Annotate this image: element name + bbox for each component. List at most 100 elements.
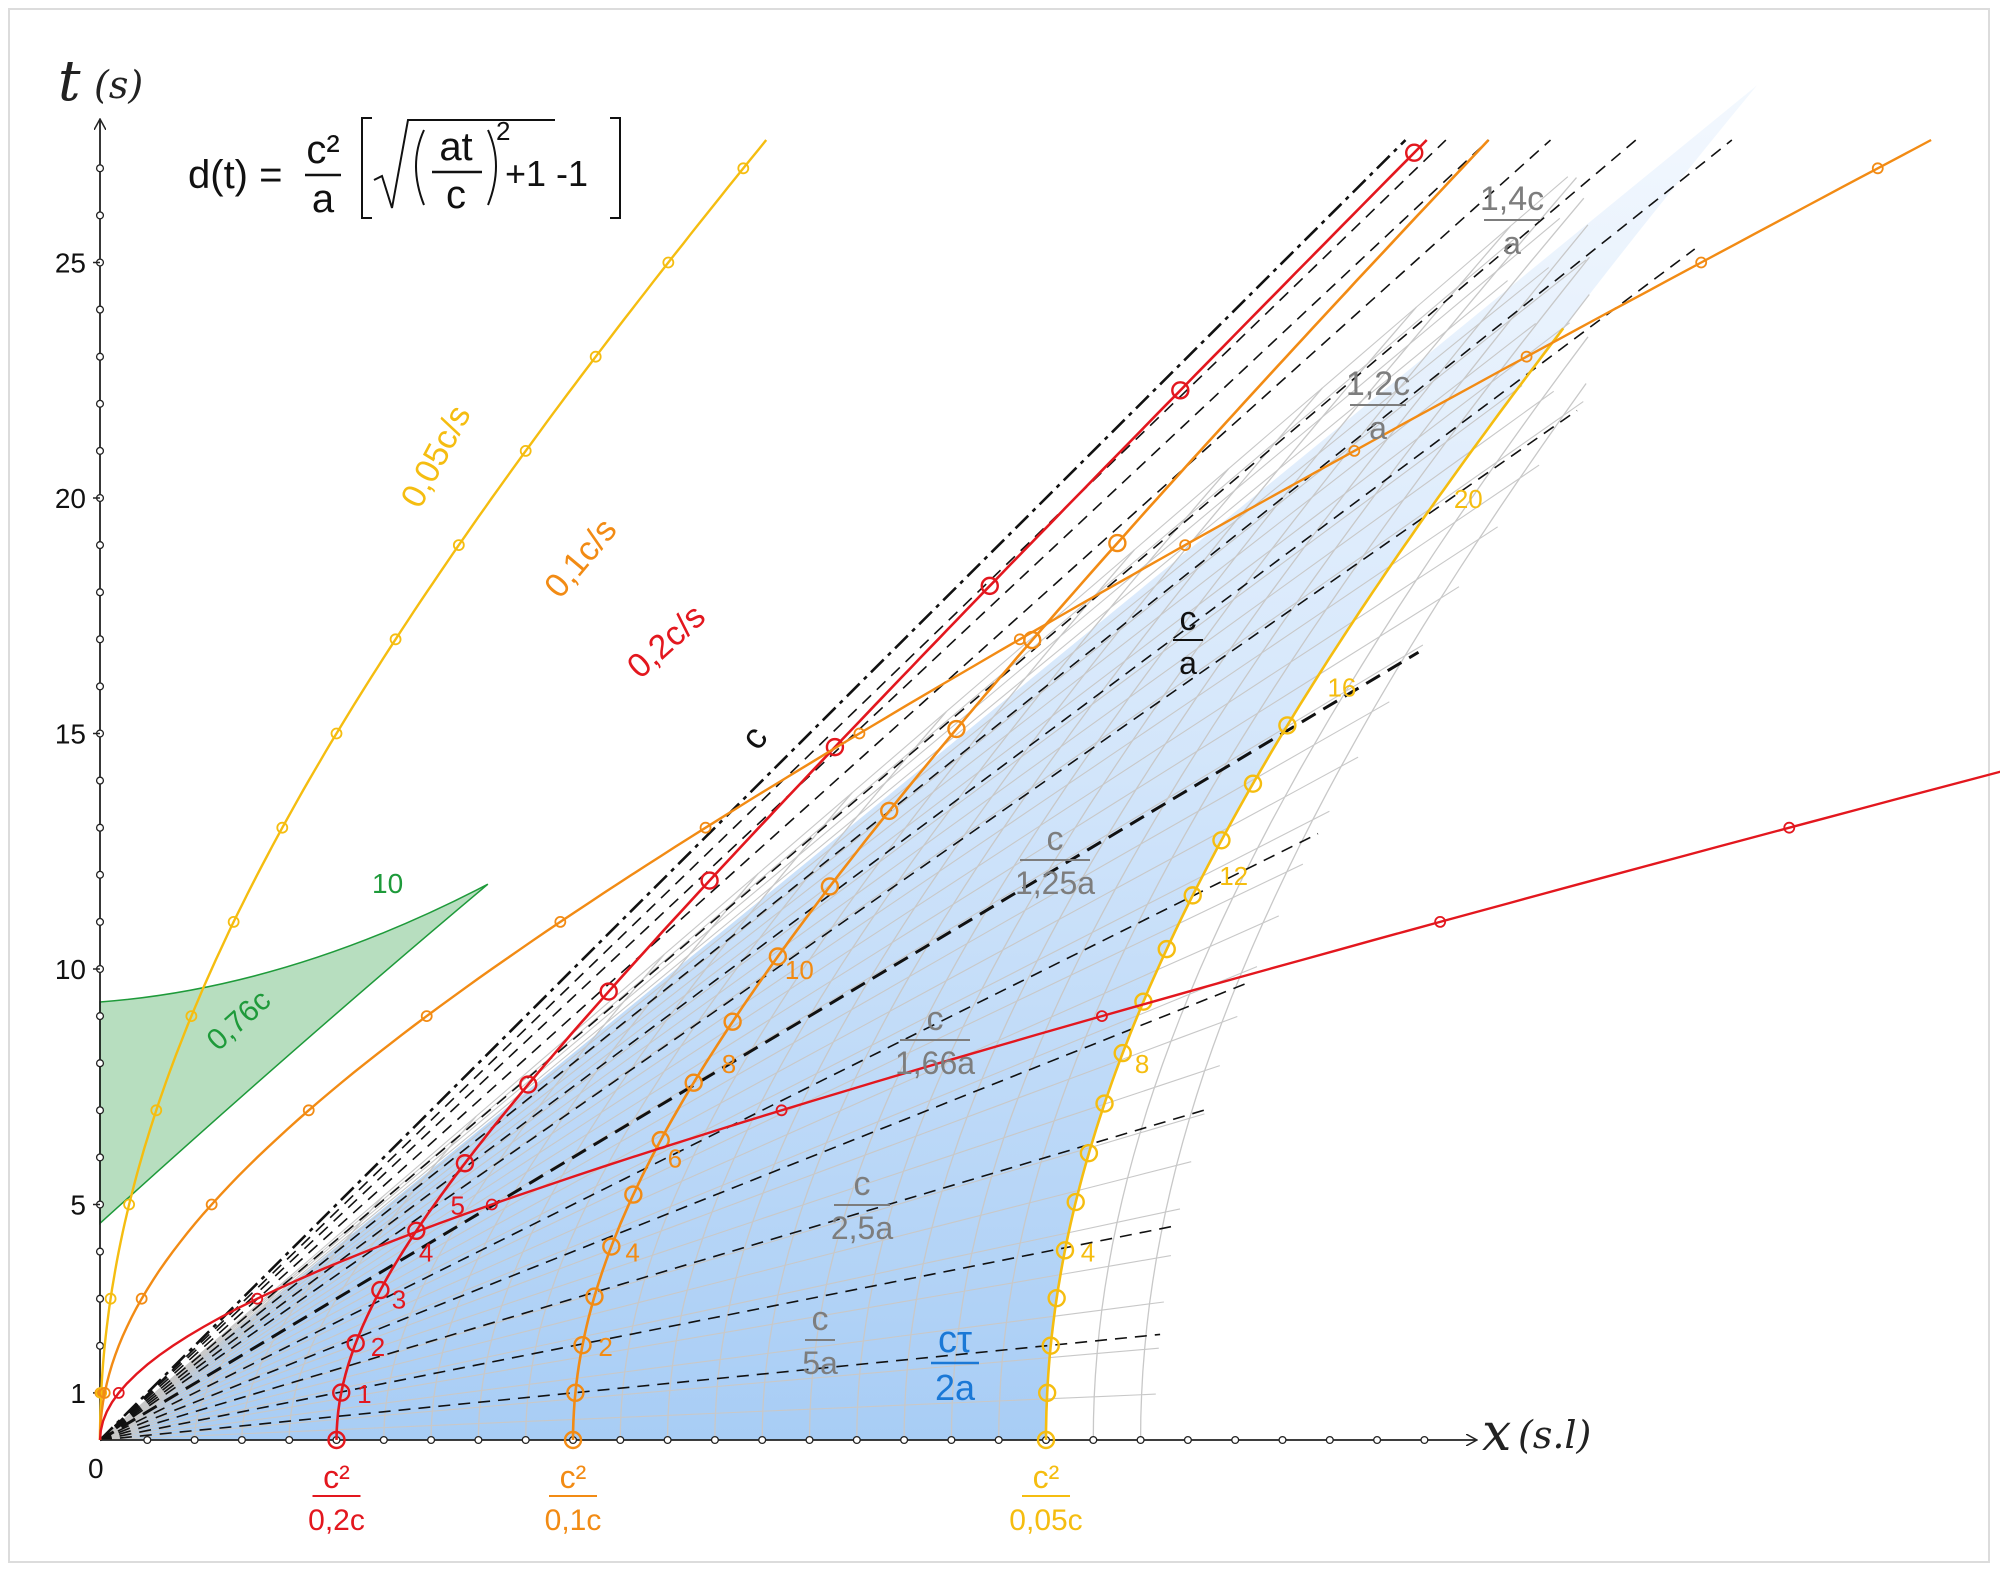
distance-marker <box>452 539 465 551</box>
proper-time-marker <box>1066 1192 1085 1212</box>
x-axis-tick <box>1136 1435 1145 1445</box>
marker-label: 8 <box>1135 1049 1149 1079</box>
bottom-label-numerator: c² <box>323 1459 350 1495</box>
worldline-yellow <box>1044 327 1565 1440</box>
proper-time-marker <box>1108 533 1127 553</box>
dashed-slope-line <box>99 248 1696 1441</box>
grid-hyperbola <box>998 256 1591 1441</box>
t-axis-tick <box>95 635 105 644</box>
proper-time-marker <box>332 1383 351 1402</box>
grid-ray <box>99 526 1499 1441</box>
formula-inner-numerator: at <box>439 125 472 169</box>
proper-time-marker <box>1037 1383 1057 1403</box>
slope-label-numerator: c <box>854 1165 871 1203</box>
formula-left-paren <box>415 129 425 206</box>
acceleration-label: 0,1c/s <box>537 511 624 605</box>
formula-sqrt-sign <box>373 119 555 209</box>
formula: d(t) = c² a at c 2 +1 -1 <box>188 116 621 221</box>
distance-marker <box>95 1387 108 1399</box>
t-axis-tick <box>95 1106 105 1115</box>
t-tick-label: 10 <box>55 954 86 985</box>
proper-time-marker <box>599 982 618 1001</box>
x-axis-tick <box>852 1435 861 1445</box>
distance-marker <box>302 1104 315 1117</box>
dashed-slope-line <box>99 832 1319 1441</box>
distance-marker <box>251 1292 264 1305</box>
x-axis-tick <box>1183 1435 1192 1445</box>
proper-time-marker <box>1157 939 1176 959</box>
proper-time-marker <box>1171 381 1190 400</box>
t-tick-label: 20 <box>55 483 86 514</box>
marker-label: 4 <box>1081 1238 1095 1268</box>
proper-time-marker <box>346 1334 365 1353</box>
bottom-label-denominator: 0,1c <box>545 1504 602 1537</box>
proper-time-marker <box>947 719 966 739</box>
x-axis-tick <box>1325 1435 1334 1445</box>
proper-time-marker <box>519 1075 538 1094</box>
x-axis-tick <box>1373 1435 1382 1445</box>
bottom-label-denominator: 0,05c <box>1009 1504 1082 1537</box>
t-tick-label: 25 <box>55 248 86 279</box>
t-tick-label: 15 <box>55 719 86 750</box>
grid-ray <box>99 322 1537 1441</box>
proper-time-marker <box>1212 831 1231 850</box>
x-axis-tick <box>190 1435 199 1445</box>
light-line <box>99 139 1407 1441</box>
proper-time-marker <box>1278 716 1297 735</box>
dashed-slope-line <box>99 409 1578 1441</box>
marker-label: 16 <box>1327 672 1356 702</box>
distance-marker <box>1348 444 1361 457</box>
distance-marker <box>150 1104 163 1117</box>
t-axis-tick <box>95 541 105 550</box>
proper-time-marker <box>980 576 999 596</box>
grid-ray <box>99 464 1540 1441</box>
formula-fraction-numerator: c² <box>306 128 339 172</box>
distance-marker <box>554 916 567 928</box>
distance-marker <box>1179 539 1192 551</box>
dashed-slope-line <box>99 1333 1161 1441</box>
proper-time-marker <box>1036 1430 1056 1450</box>
slope-label-denominator: 1,25a <box>1015 865 1095 901</box>
proper-time-marker <box>768 947 788 966</box>
t-axis-tick <box>95 682 105 691</box>
proper-time-marker <box>566 1383 585 1403</box>
t-axis-tick <box>95 1153 105 1162</box>
marker-label: 10 <box>785 955 814 985</box>
proper-time-marker <box>585 1287 604 1306</box>
proper-time-marker <box>1041 1336 1060 1355</box>
slope-label-numerator: 1,4c <box>1480 180 1544 218</box>
grid-ray <box>99 701 1390 1441</box>
proper-time-marker <box>1113 1043 1132 1063</box>
proper-time-marker <box>1079 1143 1099 1163</box>
grid-hyperbola <box>1139 383 1587 1441</box>
slope-label-numerator: 1,2c <box>1346 365 1410 403</box>
x-axis-tick <box>710 1435 719 1445</box>
x-axis-tick <box>616 1435 625 1445</box>
slope-label-denominator: 5a <box>802 1345 838 1381</box>
grid-ray <box>99 756 1359 1441</box>
proper-time-marker <box>1243 774 1263 793</box>
distance-marker <box>330 727 343 740</box>
marker-label: 20 <box>1454 484 1483 514</box>
dashed-slope-line <box>99 1224 1177 1441</box>
distance-marker <box>589 350 602 363</box>
dashed-slope-line <box>99 650 1420 1442</box>
distance-marker <box>389 633 402 646</box>
t-tick-label: 1 <box>70 1378 86 1409</box>
proper-time-marker <box>1055 1241 1075 1260</box>
t-axis-tick <box>95 305 105 314</box>
distance-marker <box>699 821 712 834</box>
distance-marker <box>1096 1010 1108 1022</box>
dashed-slope-line <box>99 139 1447 1441</box>
proper-time-marker <box>573 1335 592 1355</box>
marker-label: 8 <box>722 1049 736 1079</box>
x-axis-tick <box>663 1435 672 1445</box>
distance-marker <box>737 162 750 175</box>
grid-ray <box>99 1255 1171 1441</box>
bottom-label-numerator: c² <box>560 1459 587 1495</box>
proper-time-marker <box>1095 1094 1114 1113</box>
t-axis-tick <box>95 211 105 220</box>
slope-label-denominator: 1,66a <box>895 1045 975 1081</box>
x-axis-tick <box>237 1435 246 1445</box>
x-axis-tick <box>994 1435 1003 1445</box>
